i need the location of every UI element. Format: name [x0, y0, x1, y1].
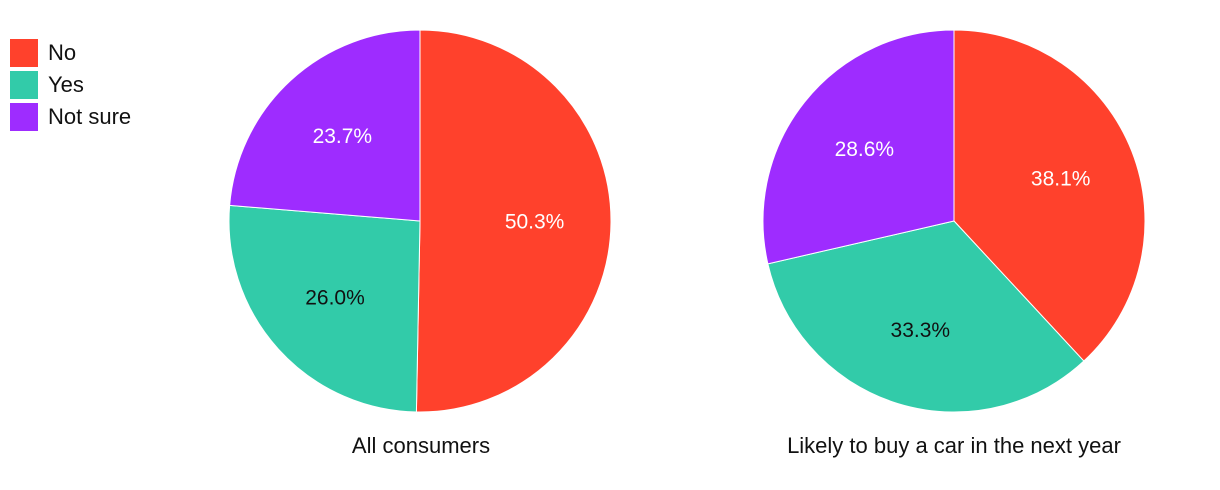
pie-slice-yes — [767, 220, 1085, 413]
slice-label-not-sure: 28.6% — [835, 138, 895, 161]
pie-slice-not-sure — [762, 29, 955, 265]
legend-item-yes: Yes — [10, 69, 131, 101]
legend-swatch-no — [10, 39, 38, 67]
pie-slice-no — [953, 29, 1146, 362]
chart-caption-all-consumers: All consumers — [352, 433, 490, 458]
slice-label-yes: 26.0% — [305, 286, 365, 309]
pie-chart-likely-to-buy: 38.1% 33.3% 28.6% — [762, 29, 1146, 413]
legend-item-no: No — [10, 37, 131, 69]
legend-item-not-sure: Not sure — [10, 101, 131, 133]
pie-slice-not-sure — [229, 29, 421, 222]
legend-label-yes: Yes — [48, 72, 84, 97]
pie-chart-all-consumers: 50.3% 26.0% 23.7% — [228, 29, 612, 413]
slice-label-no: 38.1% — [1031, 168, 1091, 191]
legend-swatch-not-sure — [10, 103, 38, 131]
slice-label-yes: 33.3% — [891, 319, 951, 342]
slice-label-not-sure: 23.7% — [313, 125, 373, 148]
legend-swatch-yes — [10, 71, 38, 99]
chart-caption-likely-to-buy: Likely to buy a car in the next year — [787, 433, 1121, 458]
pie-slice-yes — [228, 204, 421, 413]
legend-label-not-sure: Not sure — [48, 104, 132, 129]
pie-slice-no — [415, 29, 612, 413]
slice-label-no: 50.3% — [505, 211, 565, 234]
legend: No Yes Not sure — [10, 37, 131, 133]
legend-label-no: No — [48, 40, 77, 65]
